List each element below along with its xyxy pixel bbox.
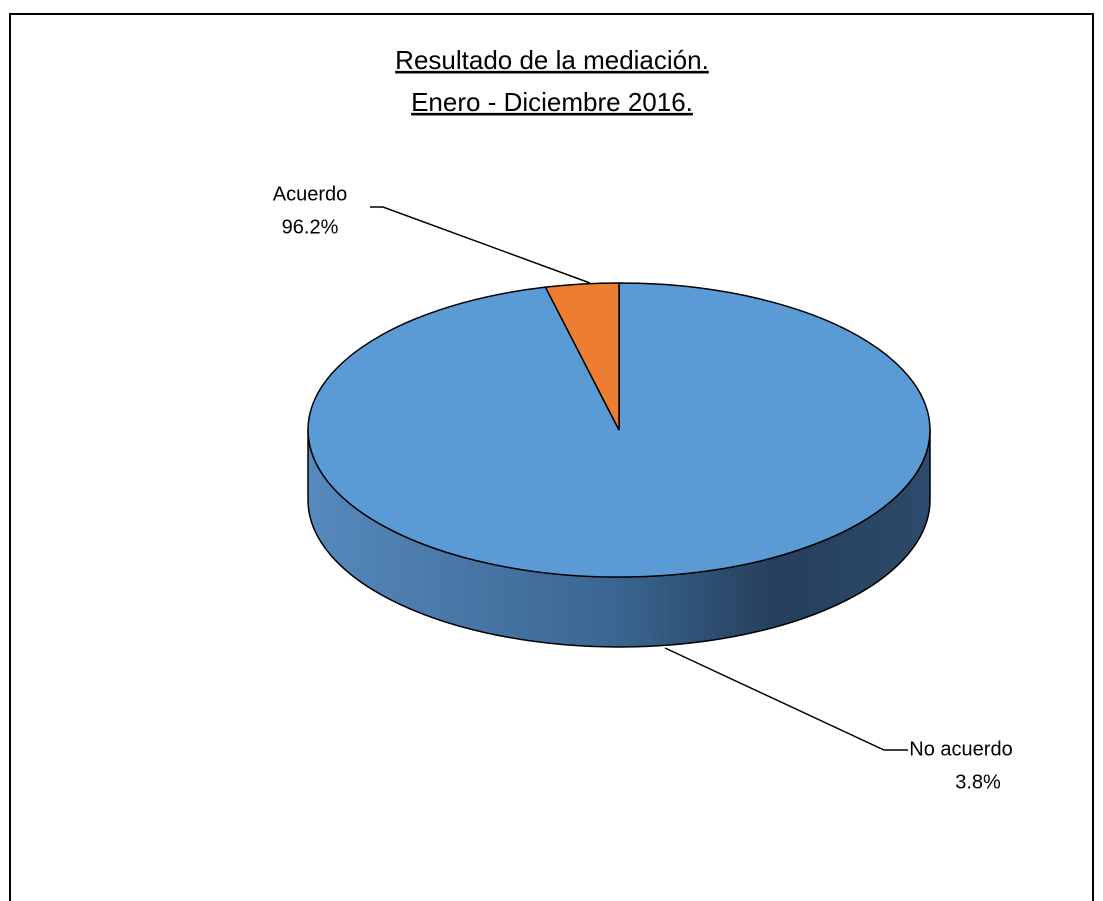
pie-slice xyxy=(544,282,620,431)
slice-value-label: 96.2% xyxy=(282,216,339,238)
leader-line xyxy=(664,647,908,751)
slice-label: Acuerdo xyxy=(273,183,348,205)
chart-subtitle: Enero - Diciembre 2016. xyxy=(411,87,693,117)
slice-value-label: 3.8% xyxy=(955,771,1001,793)
pie-slice xyxy=(307,282,931,578)
slice-label: No acuerdo xyxy=(909,738,1012,760)
chart-title: Resultado de la mediación. xyxy=(395,45,709,75)
leader-line xyxy=(370,206,591,284)
